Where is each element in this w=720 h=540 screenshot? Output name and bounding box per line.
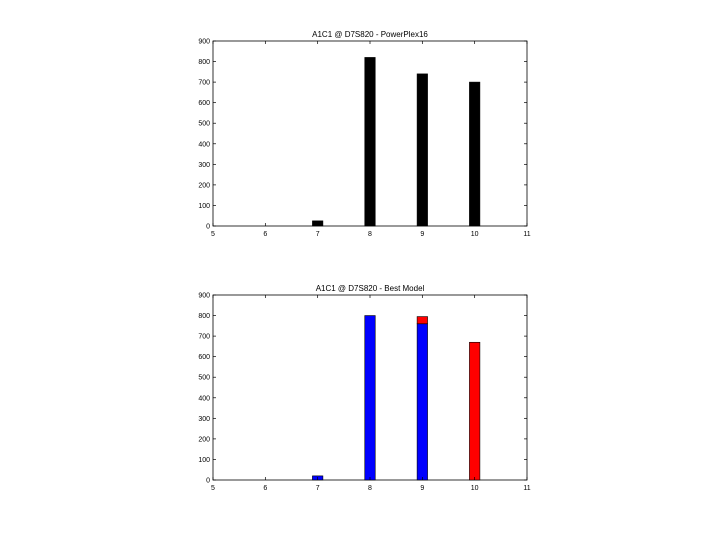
bar bbox=[469, 341, 481, 481]
x-tick-label: 6 bbox=[263, 485, 267, 492]
y-tick-label: 400 bbox=[198, 395, 210, 402]
chart-top: A1C1 @ D7S820 - PowerPlex16 5 6 7 8 9 10 11 0 10… bbox=[198, 30, 530, 238]
x-tick-label: 7 bbox=[316, 485, 320, 492]
x-tick-label: 8 bbox=[368, 231, 372, 238]
bar bbox=[416, 323, 428, 481]
y-tick-label: 0 bbox=[206, 478, 210, 485]
y-tick-label: 200 bbox=[198, 182, 210, 189]
y-tick-label: 600 bbox=[198, 100, 210, 107]
x-tick-label: 10 bbox=[471, 231, 479, 238]
x-tick-label: 10 bbox=[471, 485, 479, 492]
bar bbox=[469, 81, 481, 227]
y-tick-label: 500 bbox=[198, 375, 210, 382]
x-tick-label: 9 bbox=[420, 485, 424, 492]
y-tick-label: 700 bbox=[198, 334, 210, 341]
x-tick-label: 11 bbox=[523, 485, 530, 492]
y-tick-label: 900 bbox=[198, 39, 210, 46]
bar bbox=[364, 315, 376, 481]
y-tick-label: 400 bbox=[198, 141, 210, 148]
chart-bottom: A1C1 @ D7S820 - Best Model 5 6 7 8 9 10 11 0 100… bbox=[198, 284, 530, 492]
y-tick-label: 200 bbox=[198, 436, 210, 443]
x-tick-label: 8 bbox=[368, 485, 372, 492]
y-tick-label: 100 bbox=[198, 203, 210, 210]
y-tick-label: 300 bbox=[198, 162, 210, 169]
x-tick-label: 5 bbox=[211, 485, 215, 492]
bar bbox=[364, 57, 376, 227]
y-tick-label: 900 bbox=[198, 293, 210, 300]
x-tick-label: 7 bbox=[316, 231, 320, 238]
x-tick-label: 5 bbox=[211, 231, 215, 238]
x-tick-label: 9 bbox=[420, 231, 424, 238]
chart-title: A1C1 @ D7S820 - PowerPlex16 bbox=[312, 30, 428, 39]
bar bbox=[416, 316, 428, 325]
y-tick-label: 100 bbox=[198, 457, 210, 464]
y-tick-label: 500 bbox=[198, 121, 210, 128]
x-tick-label: 6 bbox=[263, 231, 267, 238]
y-tick-label: 0 bbox=[206, 224, 210, 231]
y-tick-label: 700 bbox=[198, 80, 210, 87]
bar bbox=[416, 73, 428, 227]
y-tick-label: 800 bbox=[198, 313, 210, 320]
y-tick-label: 300 bbox=[198, 416, 210, 423]
x-tick-label: 11 bbox=[523, 231, 530, 238]
chart-title: A1C1 @ D7S820 - Best Model bbox=[316, 284, 425, 293]
y-tick-label: 800 bbox=[198, 59, 210, 66]
y-tick-label: 600 bbox=[198, 354, 210, 361]
